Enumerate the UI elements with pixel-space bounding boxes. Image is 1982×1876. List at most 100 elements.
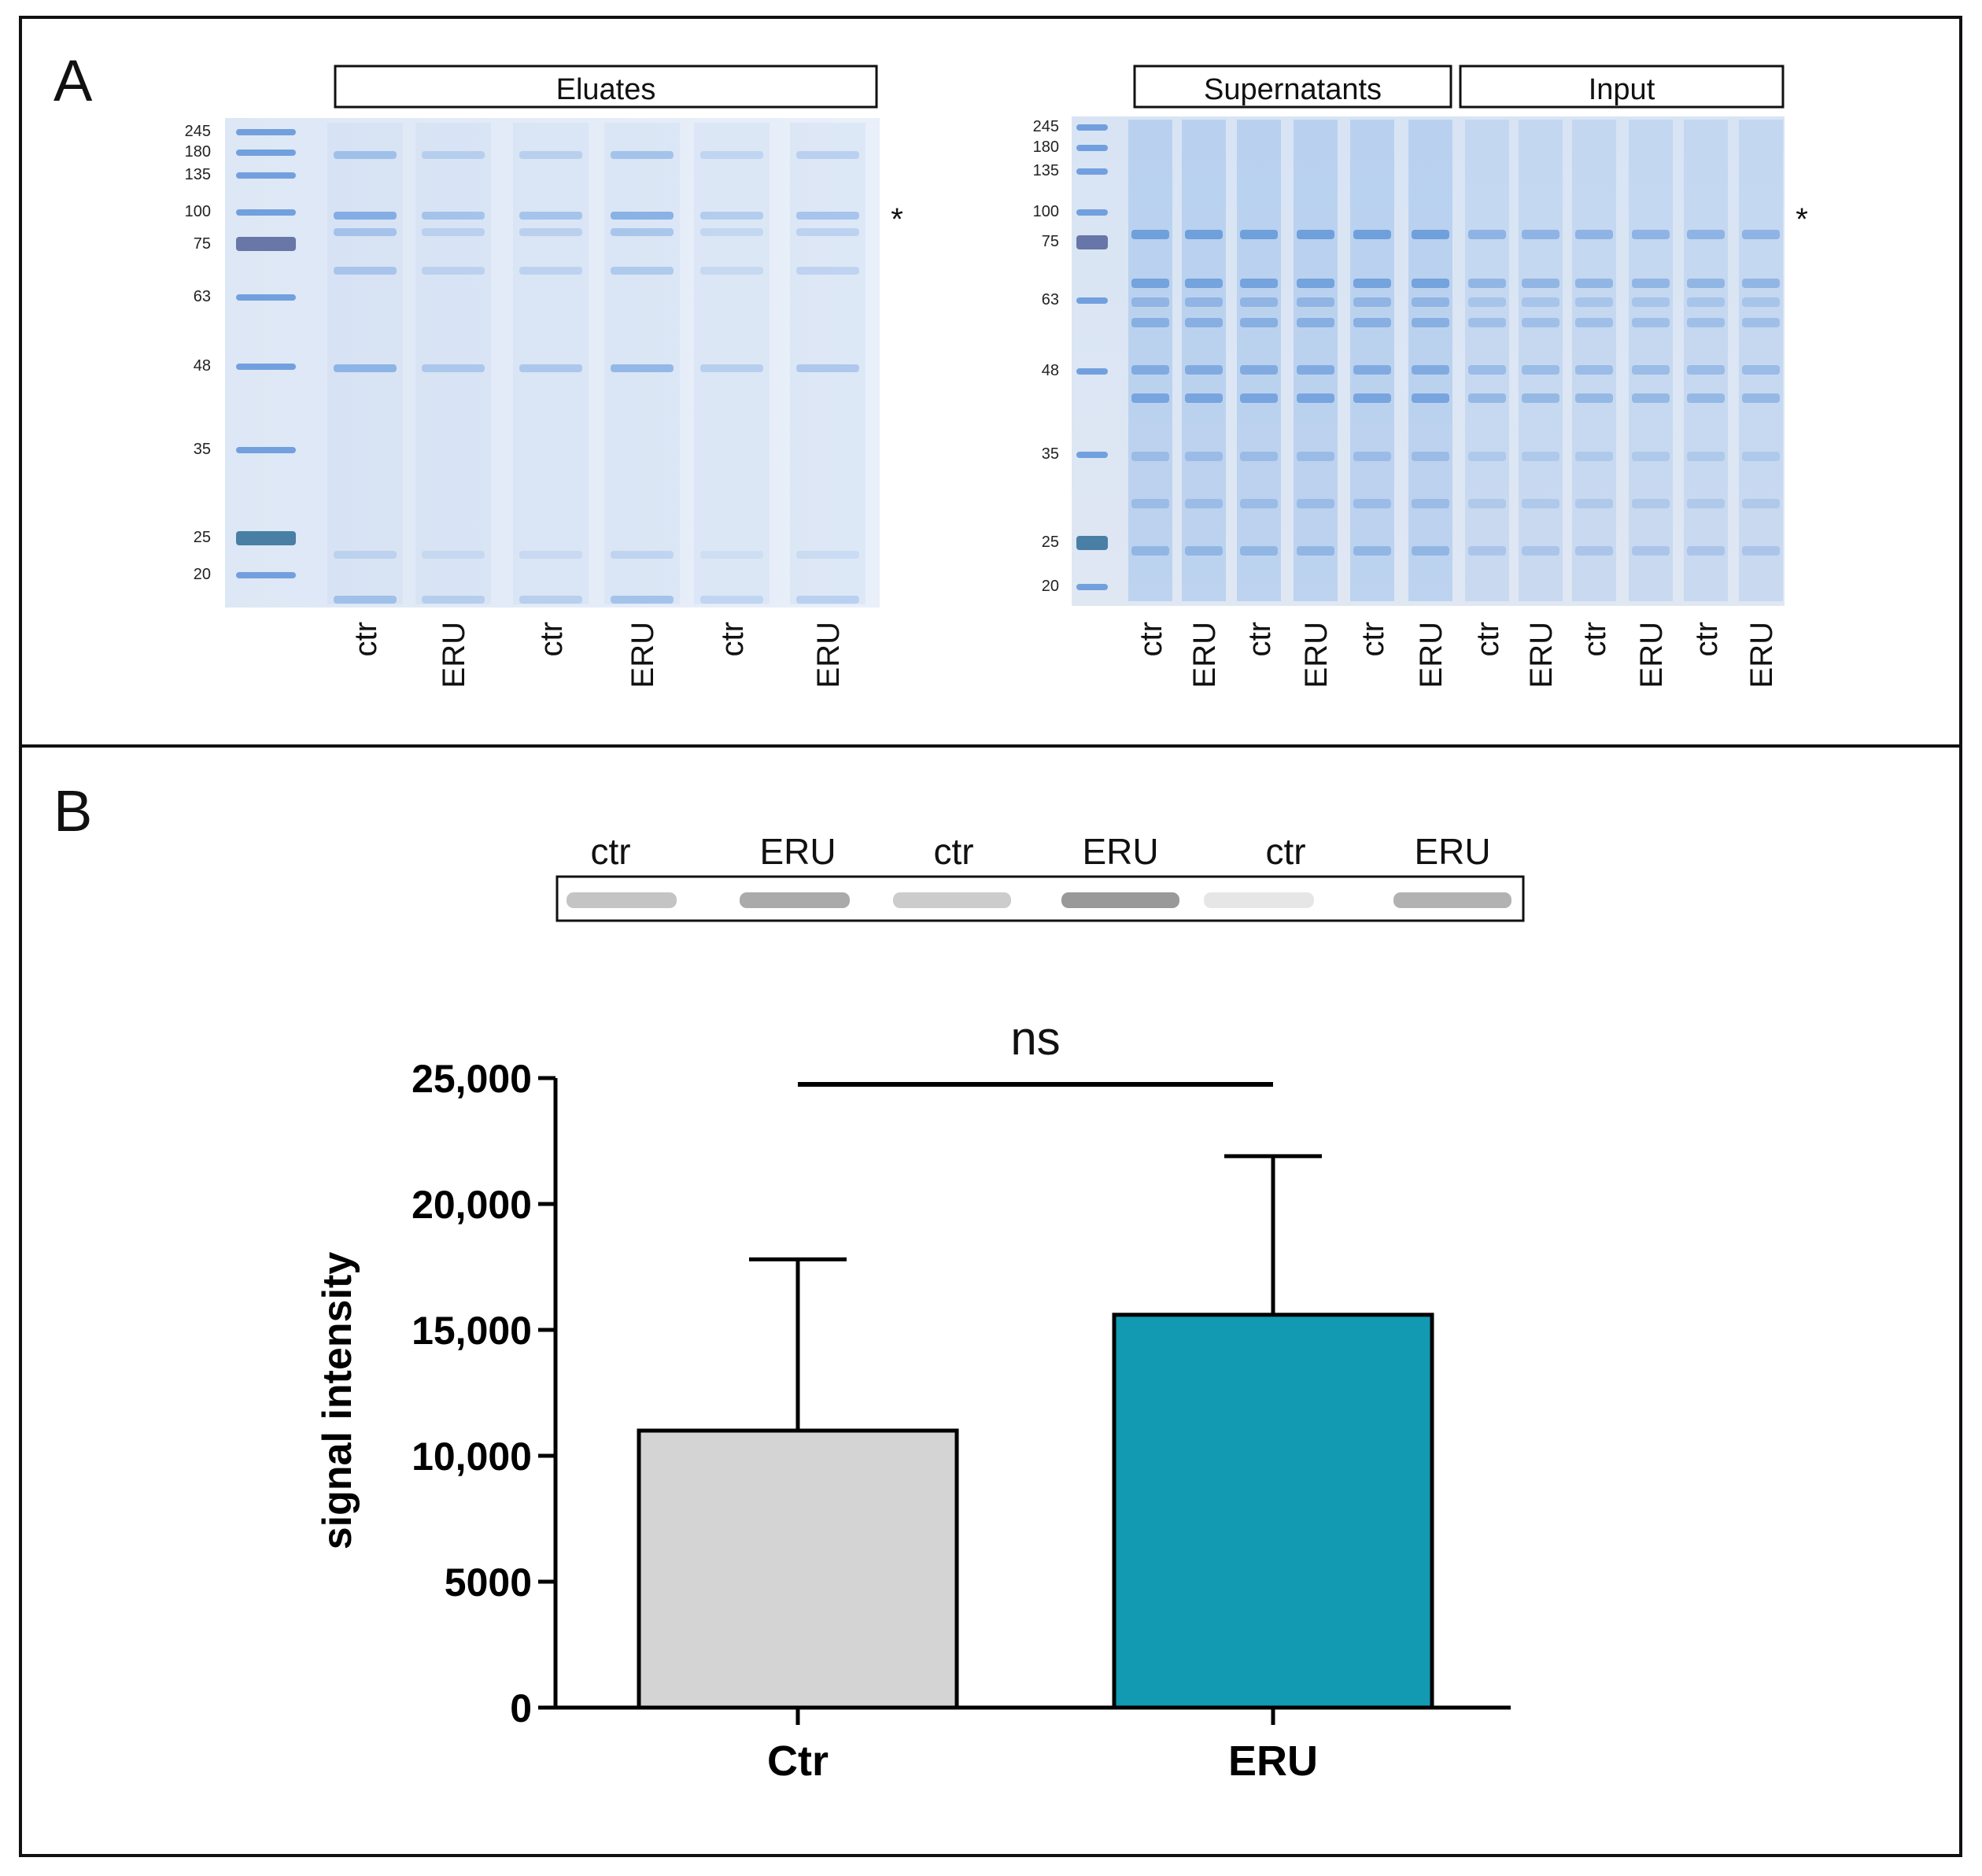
left-asterisk: * <box>891 202 903 237</box>
right-lane-label-ctr: ctr <box>1134 622 1168 656</box>
right-band <box>1575 318 1613 327</box>
y-tick-label: 5000 <box>445 1560 532 1605</box>
left-ladder-band <box>236 172 296 179</box>
right-band <box>1353 452 1391 461</box>
blot-band <box>1204 892 1314 908</box>
right-band <box>1240 393 1278 403</box>
right-ladder-band <box>1076 368 1108 375</box>
input-header: Input <box>1589 73 1655 106</box>
right-lane-label-eru: ERU <box>1524 622 1559 688</box>
right-band <box>1353 279 1391 288</box>
right-lane-label-eru: ERU <box>1414 622 1449 688</box>
right-band <box>1468 546 1506 556</box>
left-marker-label-25: 25 <box>194 529 211 546</box>
right-band <box>1522 546 1559 556</box>
left-band <box>422 212 485 220</box>
right-lane <box>1572 120 1616 601</box>
left-band <box>422 267 485 275</box>
right-ladder-band <box>1076 536 1108 550</box>
right-band <box>1687 297 1725 307</box>
right-band <box>1412 279 1449 288</box>
left-band <box>334 596 397 604</box>
right-band <box>1240 499 1278 508</box>
left-ladder-band <box>236 209 296 216</box>
left-band <box>422 364 485 372</box>
blot-lane-label-ctr: ctr <box>590 831 630 872</box>
left-lane-label-eru: ERU <box>437 622 471 688</box>
right-band <box>1468 452 1506 461</box>
right-band <box>1131 318 1169 327</box>
right-band <box>1185 499 1223 508</box>
right-band <box>1131 279 1169 288</box>
left-band <box>796 267 859 275</box>
right-lane-label-eru: ERU <box>1744 622 1779 688</box>
left-ladder-band <box>236 364 296 370</box>
right-band <box>1353 297 1391 307</box>
right-band <box>1240 365 1278 375</box>
y-tick-label: 25,000 <box>412 1057 532 1101</box>
right-band <box>1297 499 1334 508</box>
right-marker-label-100: 100 <box>1033 203 1059 220</box>
right-band <box>1412 297 1449 307</box>
right-band <box>1131 452 1169 461</box>
left-ladder-band <box>236 129 296 135</box>
left-band <box>700 267 763 275</box>
right-lane <box>1128 120 1172 601</box>
right-band <box>1412 546 1449 556</box>
right-band <box>1468 230 1506 239</box>
left-band <box>611 551 674 559</box>
left-marker-label-245: 245 <box>185 123 211 140</box>
right-band <box>1632 230 1670 239</box>
right-marker-label-48: 48 <box>1042 362 1059 379</box>
right-band <box>1185 452 1223 461</box>
right-band <box>1412 499 1449 508</box>
left-gel: Eluates 245 180 135 100 75 63 48 35 25 20 ctr ERU ct… <box>185 65 903 688</box>
supernatants-header: Supernatants <box>1204 73 1382 106</box>
right-ladder-band <box>1076 124 1108 131</box>
right-lane <box>1739 120 1783 601</box>
right-band <box>1522 297 1559 307</box>
right-band <box>1468 279 1506 288</box>
right-band <box>1575 230 1613 239</box>
left-band <box>796 212 859 220</box>
left-band <box>334 551 397 559</box>
left-lane <box>415 123 491 604</box>
right-ladder-band <box>1076 235 1108 249</box>
x-tick-label-eru: ERU <box>1228 1738 1318 1785</box>
left-band <box>519 151 582 159</box>
left-lane <box>790 123 866 604</box>
right-band <box>1131 365 1169 375</box>
blot-lane-label-ctr: ctr <box>1265 831 1305 872</box>
right-band <box>1687 230 1725 239</box>
right-band <box>1687 499 1725 508</box>
left-lane <box>694 123 770 604</box>
right-lane-label-eru: ERU <box>1299 622 1334 688</box>
right-lane <box>1684 120 1728 601</box>
panel-b-frame <box>19 744 1962 1857</box>
left-lane <box>604 123 680 604</box>
supernatants-header-box <box>1133 65 1452 109</box>
right-band <box>1185 279 1223 288</box>
eluates-header-box <box>334 65 878 109</box>
right-band <box>1297 546 1334 556</box>
left-band <box>611 212 674 220</box>
right-band <box>1632 393 1670 403</box>
y-axis-label: signal intensity <box>315 1252 360 1550</box>
left-marker-label-75: 75 <box>194 235 211 253</box>
right-band <box>1522 393 1559 403</box>
right-band <box>1522 318 1559 327</box>
right-ladder-band <box>1076 297 1108 304</box>
right-lane <box>1465 120 1509 601</box>
right-band <box>1632 297 1670 307</box>
right-band <box>1297 393 1334 403</box>
bar-chart: 0 5000 10,000 15,000 20,000 25,000 signal inte… <box>315 1012 1511 1785</box>
left-band <box>700 364 763 372</box>
right-lane-label-ctr: ctr <box>1578 622 1612 656</box>
right-band <box>1632 452 1670 461</box>
right-band <box>1575 499 1613 508</box>
right-band <box>1353 393 1391 403</box>
right-band <box>1468 365 1506 375</box>
right-band <box>1468 499 1506 508</box>
right-band <box>1522 230 1559 239</box>
left-band <box>796 551 859 559</box>
